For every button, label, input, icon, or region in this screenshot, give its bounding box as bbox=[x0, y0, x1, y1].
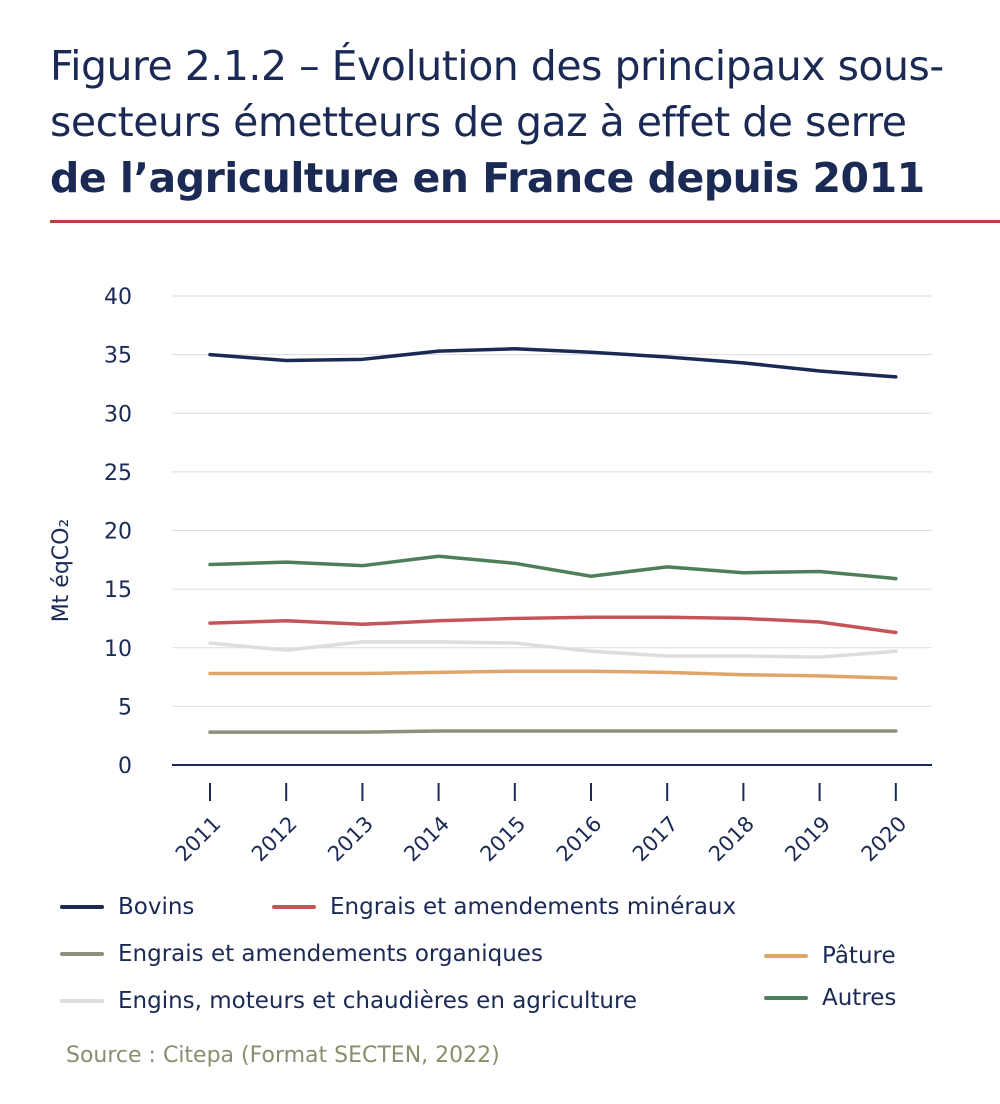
y-tick-label-5: 5 bbox=[118, 695, 132, 720]
y-tick-label-20: 20 bbox=[104, 520, 132, 545]
x-tick-label-2011: 2011 bbox=[171, 812, 226, 867]
legend-item-engrais-mineraux: Engrais et amendements minéraux bbox=[272, 894, 736, 920]
y-tick-label-15: 15 bbox=[104, 578, 132, 603]
legend-item-engrais-organiques: Engrais et amendements organiques bbox=[60, 941, 543, 967]
x-tick-label-2019: 2019 bbox=[780, 812, 835, 867]
legend-swatch-autres bbox=[764, 996, 808, 1000]
chart-title: Figure 2.1.2 – Évolution des principaux … bbox=[50, 38, 990, 206]
series-line-bovins bbox=[208, 347, 898, 379]
x-tick-label-2015: 2015 bbox=[476, 812, 531, 867]
legend-label-pature: Pâture bbox=[822, 943, 896, 969]
series-line-engrais-et-amendements-min-raux bbox=[208, 615, 898, 635]
y-tick-label-30: 30 bbox=[104, 402, 132, 427]
legend-item-engins: Engins, moteurs et chaudières en agricul… bbox=[60, 988, 637, 1014]
legend-swatch-engins bbox=[60, 999, 104, 1003]
legend-swatch-engrais-mineraux bbox=[272, 905, 316, 909]
legend-item-bovins: Bovins bbox=[60, 894, 194, 920]
x-tick-label-2013: 2013 bbox=[323, 812, 378, 867]
legend-label-engrais-mineraux: Engrais et amendements minéraux bbox=[330, 894, 737, 920]
series-line-engins-moteurs-et-chaudi-res-en-agriculture bbox=[208, 640, 898, 659]
legend-swatch-pature bbox=[764, 954, 808, 958]
legend-item-autres: Autres bbox=[764, 985, 896, 1011]
legend-label-bovins: Bovins bbox=[118, 894, 195, 920]
y-axis-label: Mt éqCO₂ bbox=[49, 519, 74, 623]
y-tick-label-40: 40 bbox=[104, 285, 132, 310]
source-note: Source : Citepa (Format SECTEN, 2022) bbox=[66, 1043, 500, 1068]
legend-swatch-engrais-organiques bbox=[60, 952, 104, 956]
title-line-2: secteurs émetteurs de gaz à effet de ser… bbox=[50, 98, 907, 146]
y-tick-label-0: 0 bbox=[118, 754, 132, 779]
title-line-3: de l’agriculture en France depuis 2011 bbox=[50, 154, 925, 202]
series-line-engrais-et-amendements-organiques bbox=[208, 729, 898, 734]
legend-item-pature: Pâture bbox=[764, 943, 896, 969]
x-tick-label-2014: 2014 bbox=[399, 812, 454, 867]
legend-label-autres: Autres bbox=[822, 985, 897, 1011]
legend: Bovins Engrais et amendements minéraux E… bbox=[0, 880, 1000, 1030]
line-chart: 0 5 10 15 20 25 30 35 40 2011 2012 2013 2014 2015 2016… bbox=[49, 285, 932, 867]
x-tick-label-2012: 2012 bbox=[247, 812, 302, 867]
legend-swatch-bovins bbox=[60, 905, 104, 909]
x-tick-label-2018: 2018 bbox=[704, 812, 759, 867]
legend-label-engins: Engins, moteurs et chaudières en agricul… bbox=[118, 988, 638, 1014]
series-line-autres bbox=[208, 554, 898, 581]
y-tick-label-35: 35 bbox=[104, 344, 132, 369]
title-line-1: Figure 2.1.2 – Évolution des principaux … bbox=[50, 42, 944, 90]
y-tick-label-25: 25 bbox=[104, 461, 132, 486]
series-line-p-ture bbox=[208, 669, 898, 680]
x-tick-label-2017: 2017 bbox=[628, 812, 683, 867]
title-divider bbox=[50, 220, 1000, 223]
y-tick-label-10: 10 bbox=[104, 637, 132, 662]
x-tick-label-2020: 2020 bbox=[857, 812, 912, 867]
x-tick-label-2016: 2016 bbox=[552, 812, 607, 867]
legend-label-engrais-organiques: Engrais et amendements organiques bbox=[118, 941, 543, 967]
